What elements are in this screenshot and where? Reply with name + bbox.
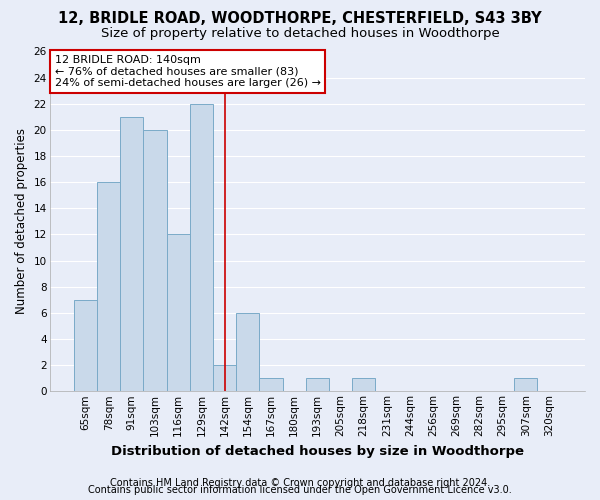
Bar [213,365,236,392]
X-axis label: Distribution of detached houses by size in Woodthorpe: Distribution of detached houses by size … [111,444,524,458]
Text: Size of property relative to detached houses in Woodthorpe: Size of property relative to detached ho… [101,28,499,40]
Bar [236,313,259,392]
Text: Contains public sector information licensed under the Open Government Licence v3: Contains public sector information licen… [88,485,512,495]
Bar [74,300,97,392]
Bar [97,182,120,392]
Bar [120,117,143,392]
Text: 12 BRIDLE ROAD: 140sqm
← 76% of detached houses are smaller (83)
24% of semi-det: 12 BRIDLE ROAD: 140sqm ← 76% of detached… [55,55,321,88]
Bar [190,104,213,392]
Text: 12, BRIDLE ROAD, WOODTHORPE, CHESTERFIELD, S43 3BY: 12, BRIDLE ROAD, WOODTHORPE, CHESTERFIEL… [58,11,542,26]
Bar [514,378,538,392]
Y-axis label: Number of detached properties: Number of detached properties [15,128,28,314]
Bar [143,130,167,392]
Bar [352,378,375,392]
Bar [259,378,283,392]
Text: Contains HM Land Registry data © Crown copyright and database right 2024.: Contains HM Land Registry data © Crown c… [110,478,490,488]
Bar [167,234,190,392]
Bar [306,378,329,392]
